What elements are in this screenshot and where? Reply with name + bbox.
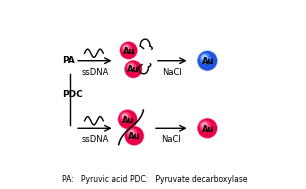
Circle shape <box>202 123 207 128</box>
Circle shape <box>200 121 210 131</box>
Text: Au: Au <box>123 47 135 56</box>
Text: Au: Au <box>129 132 141 141</box>
Circle shape <box>121 43 136 58</box>
Circle shape <box>198 52 216 70</box>
Text: PA: PA <box>62 56 75 65</box>
Text: ssDNA: ssDNA <box>81 135 109 144</box>
Circle shape <box>125 61 142 78</box>
Text: NaCl: NaCl <box>161 135 181 144</box>
Text: NaCl: NaCl <box>162 68 182 77</box>
Circle shape <box>127 129 137 138</box>
Circle shape <box>120 42 137 59</box>
Text: Au: Au <box>127 65 140 74</box>
Circle shape <box>202 55 207 60</box>
Text: Au: Au <box>122 116 134 125</box>
Circle shape <box>121 112 130 122</box>
Circle shape <box>198 119 217 138</box>
Text: PA:   Pyruvic acid: PA: Pyruvic acid <box>62 175 127 184</box>
Text: Au: Au <box>202 125 214 134</box>
Text: PDC: PDC <box>62 90 83 99</box>
Circle shape <box>118 110 137 129</box>
Circle shape <box>198 51 217 70</box>
Circle shape <box>127 63 136 71</box>
Text: PDC:   Pyruvate decarboxylase: PDC: Pyruvate decarboxylase <box>130 175 248 184</box>
Circle shape <box>119 111 136 128</box>
Circle shape <box>122 114 127 119</box>
Circle shape <box>129 64 133 69</box>
Circle shape <box>122 44 131 53</box>
Circle shape <box>198 119 216 137</box>
Circle shape <box>125 126 144 145</box>
Circle shape <box>125 127 143 144</box>
Circle shape <box>124 45 128 50</box>
Text: ssDNA: ssDNA <box>81 68 109 77</box>
Circle shape <box>125 61 141 77</box>
Circle shape <box>200 53 210 64</box>
Circle shape <box>129 130 134 135</box>
Text: Au: Au <box>202 57 214 66</box>
